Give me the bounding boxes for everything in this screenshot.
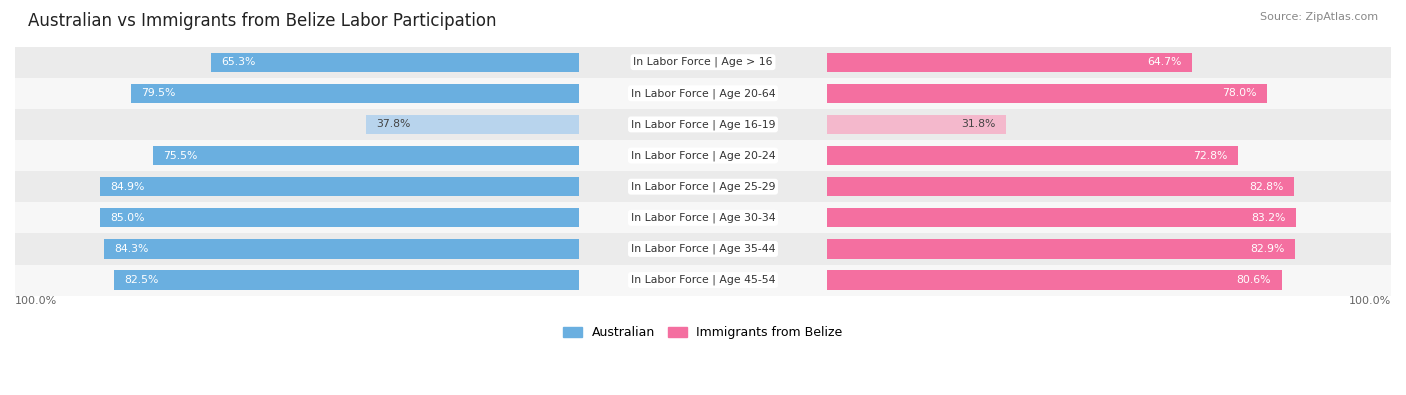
Bar [827, 146, 1237, 165]
Bar [366, 115, 579, 134]
Text: 37.8%: 37.8% [377, 119, 411, 130]
Text: 75.5%: 75.5% [163, 150, 198, 160]
Text: In Labor Force | Age 35-44: In Labor Force | Age 35-44 [631, 244, 775, 254]
Bar [15, 78, 1391, 109]
Text: 82.5%: 82.5% [124, 275, 159, 285]
Text: 82.8%: 82.8% [1250, 182, 1284, 192]
Text: 31.8%: 31.8% [962, 119, 995, 130]
Bar [100, 208, 579, 228]
Text: 84.9%: 84.9% [111, 182, 145, 192]
Text: In Labor Force | Age 25-29: In Labor Force | Age 25-29 [631, 181, 775, 192]
Text: 78.0%: 78.0% [1222, 88, 1257, 98]
Text: 72.8%: 72.8% [1192, 150, 1227, 160]
Text: In Labor Force | Age 30-34: In Labor Force | Age 30-34 [631, 213, 775, 223]
Text: 100.0%: 100.0% [1348, 296, 1391, 306]
Text: In Labor Force | Age 20-64: In Labor Force | Age 20-64 [631, 88, 775, 98]
Bar [131, 84, 579, 103]
Bar [114, 271, 579, 290]
Bar [827, 208, 1296, 228]
Bar [104, 239, 579, 259]
Text: Source: ZipAtlas.com: Source: ZipAtlas.com [1260, 12, 1378, 22]
Legend: Australian, Immigrants from Belize: Australian, Immigrants from Belize [558, 321, 848, 344]
Text: 83.2%: 83.2% [1251, 213, 1286, 223]
Bar [15, 233, 1391, 265]
Bar [827, 84, 1267, 103]
Text: 100.0%: 100.0% [15, 296, 58, 306]
Text: In Labor Force | Age 20-24: In Labor Force | Age 20-24 [631, 150, 775, 161]
Bar [827, 271, 1281, 290]
Bar [15, 202, 1391, 233]
Bar [100, 177, 579, 196]
Text: 82.9%: 82.9% [1250, 244, 1284, 254]
Text: In Labor Force | Age > 16: In Labor Force | Age > 16 [633, 57, 773, 68]
Text: In Labor Force | Age 45-54: In Labor Force | Age 45-54 [631, 275, 775, 285]
Bar [827, 239, 1295, 259]
Bar [15, 171, 1391, 202]
Text: 64.7%: 64.7% [1147, 57, 1181, 67]
Text: 80.6%: 80.6% [1237, 275, 1271, 285]
Bar [153, 146, 579, 165]
Text: In Labor Force | Age 16-19: In Labor Force | Age 16-19 [631, 119, 775, 130]
Bar [15, 140, 1391, 171]
Bar [827, 115, 1007, 134]
Text: 85.0%: 85.0% [110, 213, 145, 223]
Text: 79.5%: 79.5% [141, 88, 176, 98]
Bar [827, 53, 1192, 72]
Text: Australian vs Immigrants from Belize Labor Participation: Australian vs Immigrants from Belize Lab… [28, 12, 496, 30]
Bar [15, 109, 1391, 140]
Bar [15, 265, 1391, 295]
Bar [211, 53, 579, 72]
Text: 65.3%: 65.3% [221, 57, 256, 67]
Text: 84.3%: 84.3% [114, 244, 148, 254]
Bar [15, 47, 1391, 78]
Bar [827, 177, 1294, 196]
